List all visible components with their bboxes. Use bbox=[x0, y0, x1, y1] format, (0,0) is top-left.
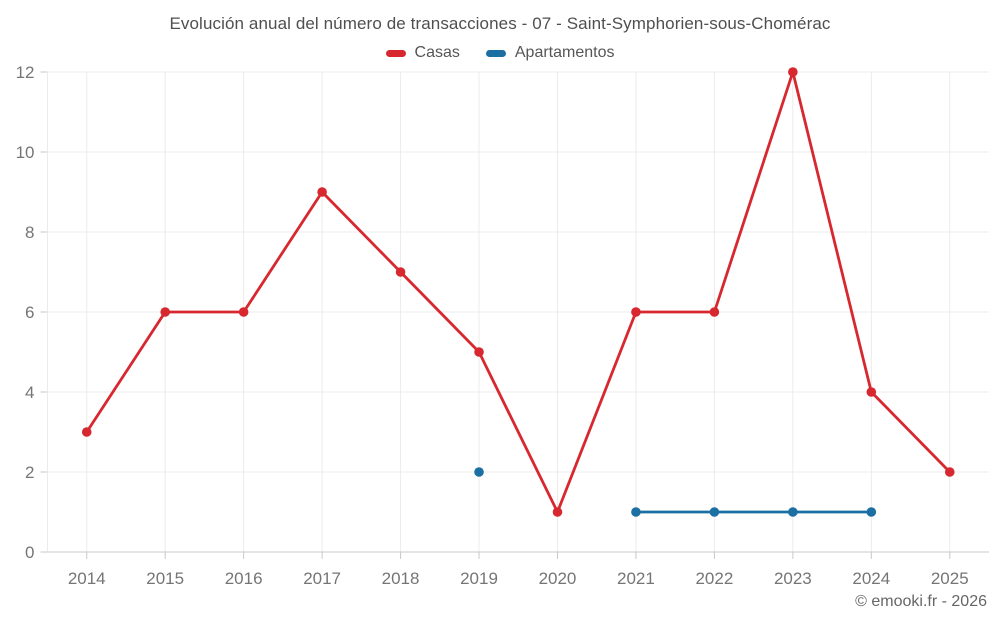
point-casas-2024[interactable] bbox=[866, 387, 877, 397]
point-casas-2022[interactable] bbox=[709, 307, 720, 317]
legend-swatch-apartamentos bbox=[485, 49, 506, 57]
legend-label-casas: Casas bbox=[414, 44, 460, 61]
y-axis-label: 12 bbox=[16, 63, 35, 82]
point-casas-2014[interactable] bbox=[81, 427, 92, 437]
x-axis-label: 2015 bbox=[146, 569, 184, 588]
y-axis-label: 8 bbox=[25, 223, 34, 242]
x-axis-label: 2016 bbox=[225, 569, 263, 588]
point-casas-2025[interactable] bbox=[944, 467, 955, 477]
x-axis-label: 2022 bbox=[695, 569, 733, 588]
point-apartamentos-2023[interactable] bbox=[788, 507, 798, 517]
point-casas-2019[interactable] bbox=[474, 347, 484, 357]
point-casas-2018[interactable] bbox=[395, 267, 406, 277]
x-axis-label: 2019 bbox=[460, 569, 498, 588]
copyright-watermark: © emooki.fr - 2026 bbox=[855, 593, 987, 610]
legend-item-apartamentos[interactable]: Apartamentos bbox=[485, 44, 615, 62]
point-casas-2016[interactable] bbox=[238, 307, 249, 317]
legend: Casas Apartamentos bbox=[0, 44, 1000, 62]
legend-swatch-casas bbox=[385, 49, 406, 57]
legend-label-apartamentos: Apartamentos bbox=[514, 44, 615, 61]
y-axis-label: 6 bbox=[25, 303, 34, 322]
x-axis-label: 2023 bbox=[774, 569, 812, 588]
x-axis-label: 2017 bbox=[303, 569, 341, 588]
series-line-casas bbox=[85, 70, 952, 514]
x-axis-label: 2024 bbox=[852, 569, 890, 588]
point-apartamentos-2019[interactable] bbox=[474, 467, 484, 477]
point-casas-2017[interactable] bbox=[317, 187, 327, 197]
point-casas-2021[interactable] bbox=[631, 307, 641, 317]
x-axis-label: 2021 bbox=[617, 569, 655, 588]
y-axis-label: 0 bbox=[25, 543, 34, 562]
point-casas-2023[interactable] bbox=[788, 67, 798, 77]
x-axis-label: 2025 bbox=[931, 569, 969, 588]
x-axis-label: 2014 bbox=[68, 569, 106, 588]
point-apartamentos-2022[interactable] bbox=[709, 507, 720, 517]
point-apartamentos-2021[interactable] bbox=[631, 507, 641, 517]
point-casas-2015[interactable] bbox=[160, 307, 170, 317]
point-casas-2020[interactable] bbox=[552, 507, 563, 517]
x-axis-label: 2018 bbox=[382, 569, 420, 588]
x-axis-label: 2020 bbox=[539, 569, 577, 588]
y-axis-label: 4 bbox=[25, 383, 34, 402]
point-apartamentos-2024[interactable] bbox=[866, 507, 877, 517]
chart-title: Evolución anual del número de transaccio… bbox=[169, 14, 831, 33]
y-axis-label: 2 bbox=[25, 463, 34, 482]
y-axis-label: 10 bbox=[16, 143, 35, 162]
legend-item-casas[interactable]: Casas bbox=[385, 44, 460, 62]
